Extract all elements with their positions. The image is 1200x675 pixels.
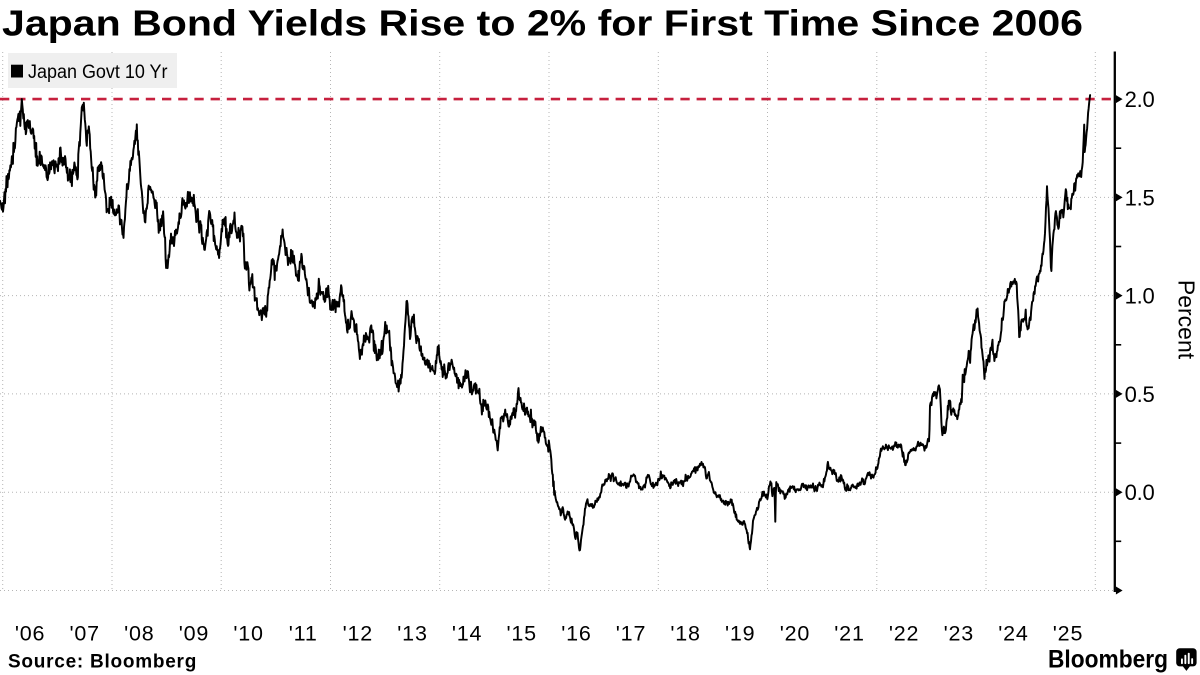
svg-text:'14: '14 (452, 622, 482, 646)
svg-text:'25: '25 (1053, 622, 1083, 646)
svg-text:2.0: 2.0 (1125, 87, 1155, 112)
svg-text:Japan Bond Yields Rise to 2% f: Japan Bond Yields Rise to 2% for First T… (2, 3, 1083, 44)
svg-text:1.5: 1.5 (1125, 185, 1155, 210)
svg-text:'22: '22 (889, 622, 919, 646)
svg-text:'16: '16 (561, 622, 591, 646)
svg-text:'19: '19 (725, 622, 755, 646)
svg-text:'11: '11 (289, 622, 318, 646)
svg-text:Bloomberg: Bloomberg (1048, 646, 1168, 674)
svg-text:1.0: 1.0 (1125, 284, 1155, 309)
svg-text:'23: '23 (944, 622, 974, 646)
svg-text:Japan Govt 10 Yr: Japan Govt 10 Yr (28, 62, 168, 83)
svg-text:'09: '09 (179, 622, 209, 646)
svg-text:0.0: 0.0 (1125, 480, 1155, 505)
svg-text:'12: '12 (343, 622, 373, 646)
svg-text:'21: '21 (834, 622, 864, 646)
svg-text:'20: '20 (780, 622, 810, 646)
svg-text:'13: '13 (397, 622, 427, 646)
svg-text:'06: '06 (15, 622, 45, 646)
svg-text:'10: '10 (233, 622, 263, 646)
svg-text:'18: '18 (670, 622, 700, 646)
svg-text:'17: '17 (616, 622, 646, 646)
svg-text:'08: '08 (124, 622, 154, 646)
svg-text:'24: '24 (998, 622, 1028, 646)
svg-text:'15: '15 (506, 622, 536, 646)
svg-text:'07: '07 (69, 622, 99, 646)
svg-text:Percent: Percent (1174, 280, 1200, 360)
svg-text:0.5: 0.5 (1125, 382, 1155, 407)
svg-text:Source: Bloomberg: Source: Bloomberg (8, 652, 197, 673)
